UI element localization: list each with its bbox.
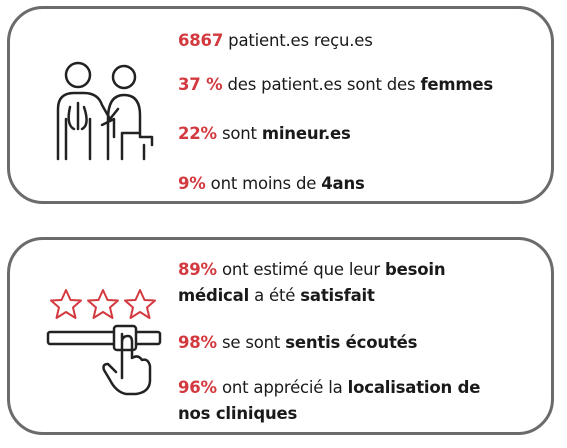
rating-icon bbox=[46, 289, 162, 396]
highlight: 9% bbox=[178, 174, 206, 193]
bold-text: nos cliniques bbox=[178, 404, 298, 423]
text: sont bbox=[221, 124, 257, 143]
stat-line: 9% ont moins de 4ans bbox=[178, 171, 365, 197]
bold-text: satisfait bbox=[300, 286, 375, 305]
caregiver-icon bbox=[56, 61, 154, 161]
bold-text: femmes bbox=[420, 75, 494, 94]
highlight: 98% bbox=[178, 333, 217, 352]
bold-text: sentis écoutés bbox=[285, 333, 418, 352]
highlight: 96% bbox=[178, 378, 217, 397]
bold-text: localisation de bbox=[347, 378, 481, 397]
stat-line: 89% ont estimé que leur besoin médical a … bbox=[178, 257, 446, 309]
stat-line: 98% se sont sentis écoutés bbox=[178, 330, 417, 356]
stats-card: 6867 patient.es reçu.es 37 % des patient… bbox=[7, 6, 554, 204]
text: ont moins de bbox=[210, 174, 317, 193]
bold-text: besoin bbox=[385, 260, 446, 279]
stat-line: 37 % des patient.es sont des femmes bbox=[178, 72, 493, 98]
text: a été bbox=[254, 286, 296, 305]
stat-line: 6867 patient.es reçu.es bbox=[178, 28, 373, 54]
bold-text: 4ans bbox=[321, 174, 365, 193]
highlight: 6867 bbox=[178, 31, 224, 50]
stat-line: 22% sont mineur.es bbox=[178, 121, 351, 147]
satisfaction-card: 89% ont estimé que leur besoin médical a … bbox=[7, 237, 554, 435]
highlight: 37 % bbox=[178, 75, 223, 94]
text: ont estimé que leur bbox=[221, 260, 380, 279]
text: des patient.es sont des bbox=[227, 75, 416, 94]
stat-line: 96% ont apprécié la localisation de nos c… bbox=[178, 375, 480, 427]
text: patient.es reçu.es bbox=[228, 31, 373, 50]
bold-text: mineur.es bbox=[261, 124, 351, 143]
text: se sont bbox=[221, 333, 281, 352]
highlight: 22% bbox=[178, 124, 217, 143]
bold-text: médical bbox=[178, 286, 250, 305]
highlight: 89% bbox=[178, 260, 217, 279]
text: ont apprécié la bbox=[221, 378, 343, 397]
